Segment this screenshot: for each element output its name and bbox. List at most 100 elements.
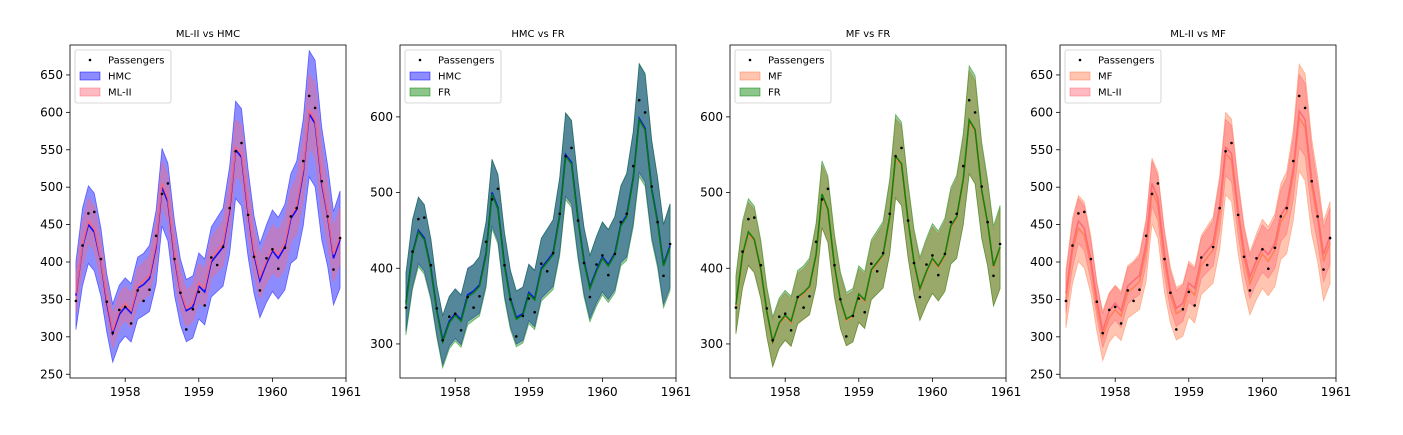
passenger-point	[521, 314, 525, 318]
passenger-point	[490, 198, 494, 201]
legend-swatch-mf	[1069, 71, 1091, 81]
passenger-point	[179, 291, 182, 295]
x-tick-label: 1959	[514, 385, 545, 399]
passenger-point	[277, 267, 280, 271]
x-tick-label: 1960	[587, 385, 618, 399]
passenger-point	[1211, 245, 1215, 249]
passenger-point	[564, 155, 567, 158]
passenger-point	[863, 310, 866, 314]
legend-swatch-fr	[739, 87, 761, 97]
passenger-point	[533, 310, 536, 314]
y-tick-label: 450	[40, 218, 63, 232]
passenger-point	[1279, 215, 1283, 218]
passenger-point	[228, 206, 231, 210]
passenger-point	[509, 298, 512, 301]
legend-label: HMC	[108, 72, 131, 83]
passenger-point	[1119, 322, 1123, 325]
passenger-point	[1175, 328, 1178, 331]
passenger-point	[839, 298, 842, 301]
passenger-point	[240, 141, 243, 145]
chart-panel-2: 300 400 500 600 1958 1959 1960 1961 HMC vs FR Pas…	[370, 29, 691, 399]
x-tick-label: 1961	[331, 385, 362, 399]
legend-swatch-fr	[409, 87, 431, 97]
passenger-point	[1218, 206, 1221, 210]
passenger-point	[1236, 213, 1240, 217]
passenger-point	[637, 98, 641, 102]
x-tick-label: 1958	[770, 385, 801, 399]
x-tick-label: 1959	[1174, 385, 1205, 399]
passenger-point	[302, 159, 305, 163]
passenger-point	[265, 257, 268, 260]
passenger-point	[515, 335, 518, 338]
passenger-point	[1077, 212, 1080, 215]
passenger-point	[252, 255, 256, 259]
band-fr	[735, 64, 1001, 369]
passenger-point	[326, 215, 329, 218]
plot-area	[74, 49, 342, 364]
passenger-point	[1230, 141, 1233, 145]
passenger-point	[570, 146, 573, 150]
y-tick-label: 500	[1030, 180, 1053, 194]
passenger-point	[778, 315, 781, 319]
passenger-point	[833, 263, 836, 267]
legend-label: FR	[768, 88, 781, 99]
line-fr	[735, 117, 1001, 345]
passenger-point	[148, 288, 151, 292]
chart-panel-4: 250 300 350 400 450 500 550 600 650 1958 1959 1960 1…	[1030, 29, 1351, 399]
axes-frame	[729, 44, 1007, 379]
passenger-point	[826, 187, 830, 191]
passenger-point	[734, 306, 738, 309]
passenger-point	[814, 240, 818, 244]
passenger-point	[313, 106, 317, 110]
axes-frame	[1059, 44, 1337, 379]
passenger-point	[283, 246, 287, 250]
passenger-point	[1089, 257, 1093, 261]
passenger-point	[668, 242, 672, 246]
passenger-point	[789, 329, 793, 332]
passenger-point	[129, 322, 133, 325]
plot-area	[1064, 62, 1332, 363]
x-tick-label: 1959	[844, 385, 875, 399]
legend-marker-passengers	[88, 58, 92, 62]
passenger-point	[154, 234, 158, 238]
passenger-point	[496, 187, 500, 191]
passenger-point	[613, 252, 617, 256]
passenger-point	[1224, 150, 1227, 153]
passenger-point	[992, 274, 995, 278]
legend-swatch-mf	[739, 71, 761, 81]
passenger-point	[215, 263, 219, 267]
passenger-point	[906, 219, 910, 222]
x-tick-label: 1958	[440, 385, 471, 399]
passenger-point	[1267, 267, 1270, 271]
passenger-point	[588, 295, 592, 299]
y-tick-label: 500	[40, 180, 63, 194]
passenger-point	[320, 179, 324, 183]
passenger-point	[191, 307, 195, 311]
passenger-point	[1303, 106, 1307, 110]
passenger-point	[973, 111, 977, 114]
passenger-point	[271, 248, 274, 251]
passenger-point	[1113, 305, 1117, 309]
y-tick-label: 300	[1030, 330, 1053, 344]
passenger-point	[136, 289, 139, 292]
passenger-point	[1297, 94, 1301, 98]
passenger-point	[551, 251, 555, 255]
legend-swatch-ml-ii	[1069, 87, 1091, 97]
passenger-point	[197, 290, 201, 294]
passenger-point	[783, 312, 787, 316]
passenger-point	[1273, 246, 1277, 250]
y-tick-label: 650	[40, 68, 63, 82]
passenger-point	[1108, 308, 1111, 312]
x-tick-label: 1961	[991, 385, 1022, 399]
passenger-point	[1138, 288, 1141, 292]
y-tick-label: 250	[1030, 367, 1053, 381]
passenger-point	[99, 257, 103, 261]
legend-label: Passengers	[1098, 56, 1154, 67]
y-tick-label: 400	[1030, 255, 1053, 269]
passenger-point	[118, 308, 121, 312]
legend-label: Passengers	[768, 56, 824, 67]
passenger-point	[404, 306, 408, 309]
passenger-point	[925, 263, 928, 266]
passenger-point	[851, 314, 855, 318]
passenger-point	[962, 164, 965, 168]
